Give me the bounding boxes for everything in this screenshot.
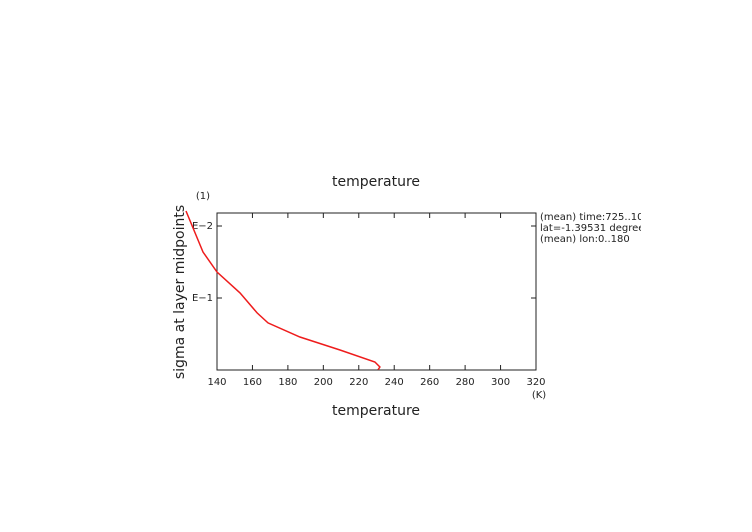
x-tick-label: 220 [349,377,368,388]
annotation: (mean) lon:0..180 [540,234,630,245]
y-tick-label: E−2 [192,221,213,232]
y-unit: (1) [196,191,210,202]
x-tick-label: 300 [491,377,510,388]
x-tick-label: 320 [526,377,545,388]
x-tick-label: 160 [243,377,262,388]
x-axis-label: temperature [332,403,420,419]
x-tick-label: 240 [385,377,404,388]
y-tick-label: E−1 [192,293,213,304]
x-tick-label: 180 [278,377,297,388]
x-tick-label: 140 [207,377,226,388]
x-tick-label: 280 [456,377,475,388]
data-line [185,210,381,371]
chart-title: temperature [332,174,420,190]
x-unit: (K) [532,390,546,401]
x-tick-label: 260 [420,377,439,388]
plot-frame [216,212,537,371]
y-axis-label: sigma at layer midpoints [172,205,188,379]
annotations: (mean) time:725..10 lat=-1.39531 degree … [540,212,644,245]
annotation: lat=-1.39531 degree [540,223,644,234]
annotation: (mean) time:725..10 [540,212,643,223]
x-tick-label: 200 [314,377,333,388]
